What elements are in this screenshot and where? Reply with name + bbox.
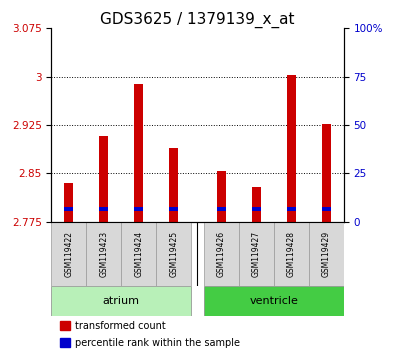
Bar <box>217 207 226 211</box>
Bar <box>87 222 121 286</box>
Bar <box>121 222 156 286</box>
Text: GSM119424: GSM119424 <box>134 231 143 278</box>
Text: percentile rank within the sample: percentile rank within the sample <box>75 338 240 348</box>
Text: tissue: tissue <box>0 353 1 354</box>
Bar <box>51 286 191 316</box>
Bar <box>204 222 239 286</box>
Text: ventricle: ventricle <box>249 296 298 306</box>
Text: GSM119427: GSM119427 <box>252 231 261 278</box>
Bar <box>134 207 143 211</box>
Text: GSM119422: GSM119422 <box>64 231 73 277</box>
Bar <box>169 207 178 211</box>
Bar <box>252 188 261 222</box>
Bar <box>204 286 344 316</box>
Bar <box>308 222 344 286</box>
Bar <box>156 222 191 286</box>
Bar <box>287 207 295 211</box>
Bar <box>169 148 178 222</box>
Bar <box>322 124 331 222</box>
Bar <box>134 84 143 222</box>
Bar <box>274 222 308 286</box>
Text: GSM119428: GSM119428 <box>287 231 295 277</box>
Bar <box>64 183 73 222</box>
Bar <box>239 222 274 286</box>
Bar <box>287 75 295 222</box>
Text: GSM119426: GSM119426 <box>216 231 226 278</box>
Bar <box>100 136 108 222</box>
Bar <box>322 207 331 211</box>
Bar <box>217 171 226 222</box>
Text: transformed count: transformed count <box>75 321 166 331</box>
Text: GSM119425: GSM119425 <box>169 231 179 278</box>
Title: GDS3625 / 1379139_x_at: GDS3625 / 1379139_x_at <box>100 12 295 28</box>
Bar <box>60 338 70 347</box>
Text: GSM119429: GSM119429 <box>322 231 331 278</box>
Text: GSM119423: GSM119423 <box>100 231 108 278</box>
Text: atrium: atrium <box>103 296 140 306</box>
Bar <box>51 222 87 286</box>
Bar <box>100 207 108 211</box>
Bar <box>64 207 73 211</box>
Bar <box>252 207 261 211</box>
Bar <box>60 321 70 330</box>
